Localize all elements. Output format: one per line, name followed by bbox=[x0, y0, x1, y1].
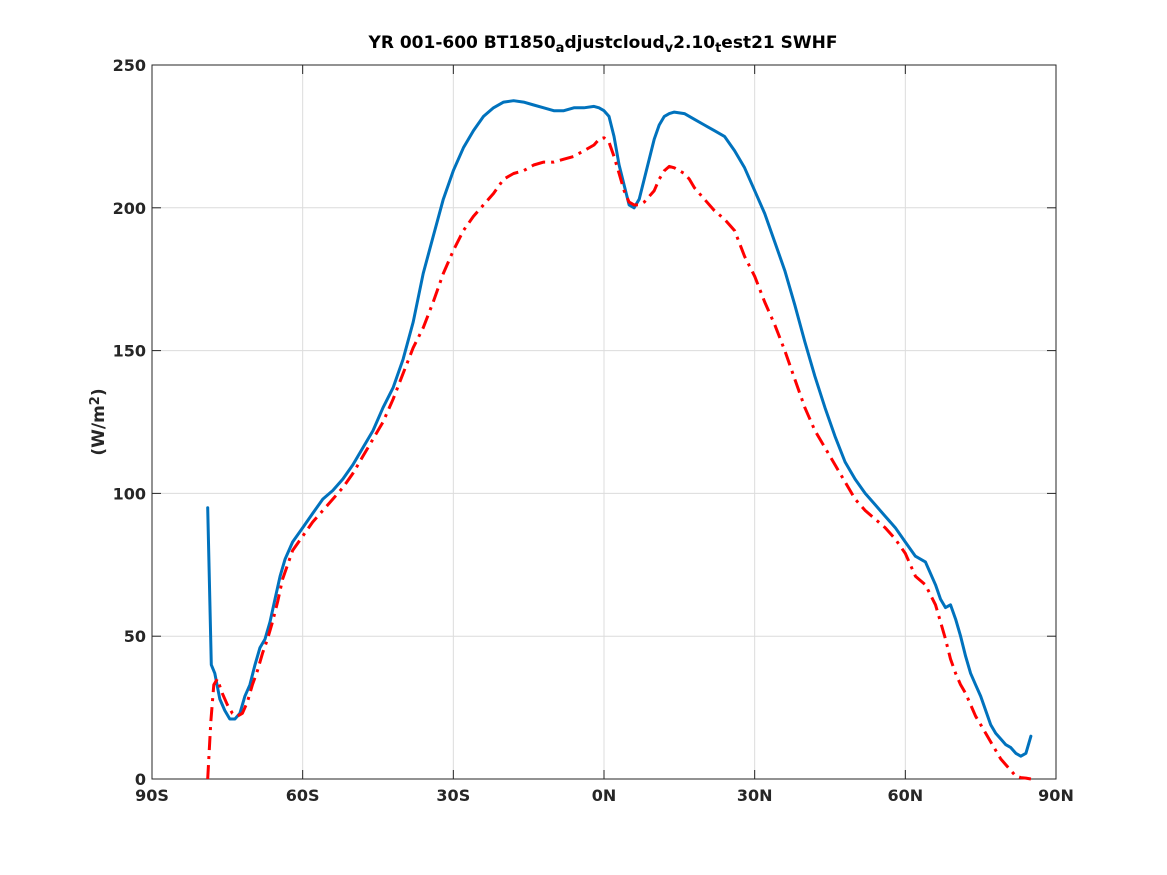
axes-box bbox=[151, 64, 1057, 780]
x-tick-labels: 90S 60S 30S 0N 30N 60N 90N bbox=[135, 786, 1074, 805]
series-dashdot-line bbox=[206, 136, 1032, 781]
y-tick-label: 200 bbox=[113, 199, 146, 218]
x-tick-label: 90N bbox=[1038, 786, 1074, 805]
title-part: v bbox=[665, 41, 674, 56]
y-tick-label: 150 bbox=[113, 342, 146, 361]
y-tick-label: 50 bbox=[124, 627, 146, 646]
x-tick-label: 60S bbox=[286, 786, 320, 805]
x-tick-label: 90S bbox=[135, 786, 169, 805]
x-tick-label: 0N bbox=[592, 786, 617, 805]
chart-title: YR 001-600 BT1850adjustcloudv2.10test21 … bbox=[368, 33, 838, 56]
y-tick-label: 0 bbox=[135, 770, 146, 789]
title-part: 2.10 bbox=[673, 33, 715, 53]
x-tick-label: 60N bbox=[888, 786, 924, 805]
grid bbox=[151, 64, 1057, 780]
title-part: t bbox=[715, 41, 721, 56]
ylabel-main: (W/m bbox=[89, 405, 109, 455]
ylabel-sup: 2 bbox=[88, 396, 103, 405]
ylabel-end: ) bbox=[89, 388, 109, 396]
y-tick-labels: 0 50 100 150 200 250 bbox=[113, 56, 146, 789]
series-solid-line bbox=[206, 99, 1033, 758]
x-tick-label: 30S bbox=[436, 786, 470, 805]
y-tick-label: 100 bbox=[113, 484, 146, 503]
x-tick-label: 30N bbox=[737, 786, 773, 805]
y-axis-label: (W/m2) bbox=[88, 388, 109, 455]
title-part: est21 SWHF bbox=[721, 33, 837, 53]
title-part: YR 001-600 BT1850 bbox=[368, 33, 556, 53]
y-tick-label: 250 bbox=[113, 56, 146, 75]
series-layer bbox=[206, 99, 1033, 781]
title-part: a bbox=[556, 41, 565, 56]
title-part: djustcloud bbox=[564, 33, 664, 53]
